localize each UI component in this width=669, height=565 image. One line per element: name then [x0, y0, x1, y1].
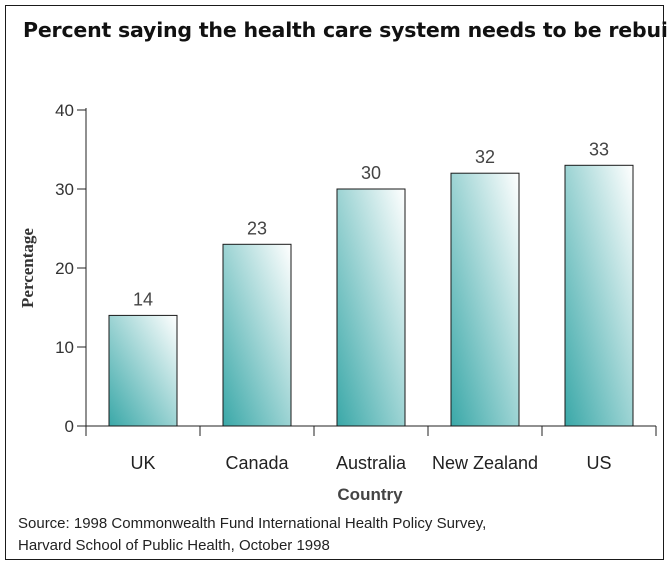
bar-us	[564, 164, 634, 427]
y-tick-label: 30	[55, 180, 74, 199]
data-label: 30	[361, 163, 381, 183]
data-label: 23	[247, 218, 267, 238]
y-tick-label: 20	[55, 259, 74, 278]
x-tick-label: New Zealand	[432, 453, 538, 473]
y-tick-label: 0	[65, 417, 74, 436]
data-label: 14	[133, 289, 153, 309]
chart-frame	[5, 5, 664, 560]
y-tick-label: 10	[55, 338, 74, 357]
x-axis-label: Country	[337, 485, 403, 504]
chart-title: Percent saying the health care system ne…	[23, 18, 669, 42]
source-note: Source: 1998 Commonwealth Fund Internati…	[18, 513, 486, 557]
y-axis-label: Percentage	[18, 228, 37, 308]
x-tick-label: Canada	[225, 453, 289, 473]
bar-australia	[336, 188, 406, 427]
x-tick-label: US	[586, 453, 611, 473]
source-line-2: Harvard School of Public Health, October…	[18, 537, 330, 554]
data-label: 32	[475, 147, 495, 167]
x-tick-label: Australia	[336, 453, 407, 473]
x-tick-label: UK	[130, 453, 155, 473]
source-line-1: Source: 1998 Commonwealth Fund Internati…	[18, 515, 487, 532]
bar-uk	[108, 314, 178, 427]
y-tick-label: 40	[55, 101, 74, 120]
data-label: 33	[589, 139, 609, 159]
bar-new-zealand	[450, 172, 520, 427]
bar-canada	[222, 243, 292, 427]
